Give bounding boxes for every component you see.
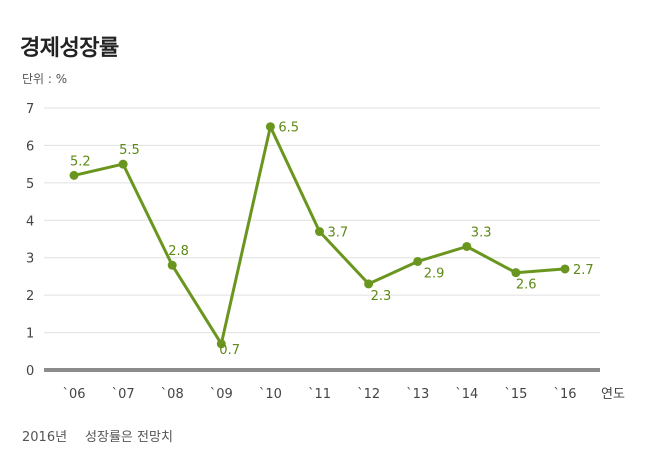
- data-label: 0.7: [219, 343, 240, 358]
- data-points: [69, 122, 570, 349]
- x-tick-label: `10: [259, 387, 282, 402]
- footnote-text: 성장률은 전망치: [85, 430, 173, 445]
- unit-label: 단위 : %: [22, 72, 68, 86]
- data-label: 6.5: [278, 121, 299, 136]
- data-point: [69, 170, 79, 180]
- x-tick-label: `12: [357, 387, 380, 402]
- data-point: [265, 122, 275, 132]
- data-label: 5.5: [119, 143, 140, 158]
- gridlines: [44, 107, 600, 372]
- y-tick-label: 7: [26, 102, 34, 117]
- x-axis-title: 연도: [601, 387, 625, 402]
- data-point: [167, 260, 177, 270]
- data-label: 2.7: [573, 263, 594, 278]
- x-tick-label: `07: [112, 387, 135, 402]
- x-axis-ticks: `06 `07 `08 `09 `10 `11 `12 `13 `14 `15 `16: [62, 387, 576, 402]
- y-tick-label: 3: [26, 252, 34, 267]
- x-tick-label: `13: [406, 387, 429, 402]
- y-tick-label: 0: [26, 364, 34, 379]
- chart-title: 경제성장률: [20, 36, 119, 61]
- data-label: 2.8: [168, 244, 189, 259]
- data-point: [216, 339, 226, 349]
- data-point: [413, 256, 423, 266]
- y-tick-label: 5: [26, 177, 34, 192]
- y-axis-ticks: 0 1 2 3 4 5 6 7: [26, 102, 34, 379]
- y-tick-label: 4: [26, 214, 34, 229]
- y-tick-label: 1: [26, 327, 34, 342]
- x-tick-label: `08: [161, 387, 184, 402]
- x-tick-label: `15: [504, 387, 527, 402]
- x-tick-label: `11: [308, 387, 331, 402]
- data-point: [118, 159, 128, 169]
- x-tick-label: `06: [62, 387, 85, 402]
- x-tick-label: `09: [210, 387, 233, 402]
- footnote: 2016년 성장률은 전망치: [22, 426, 173, 445]
- data-label: 2.9: [424, 266, 445, 281]
- data-label: 3.3: [471, 225, 492, 240]
- footnote-year: 2016년: [22, 430, 68, 445]
- data-point: [511, 268, 521, 278]
- y-tick-label: 6: [26, 139, 34, 154]
- data-label: 2.3: [371, 289, 392, 304]
- data-label: 5.2: [70, 154, 91, 169]
- y-tick-label: 2: [26, 289, 34, 304]
- data-point: [462, 241, 472, 251]
- data-point: [560, 264, 570, 274]
- x-tick-label: `14: [455, 387, 478, 402]
- x-tick-label: `16: [553, 387, 576, 402]
- data-labels: 5.2 5.5 2.8 0.7 6.5 3.7 2.3 2.9 3.3 2.6 2.7: [70, 121, 594, 358]
- data-label: 3.7: [328, 226, 349, 241]
- data-label: 2.6: [516, 278, 537, 293]
- data-point: [315, 227, 324, 237]
- data-point: [364, 279, 374, 289]
